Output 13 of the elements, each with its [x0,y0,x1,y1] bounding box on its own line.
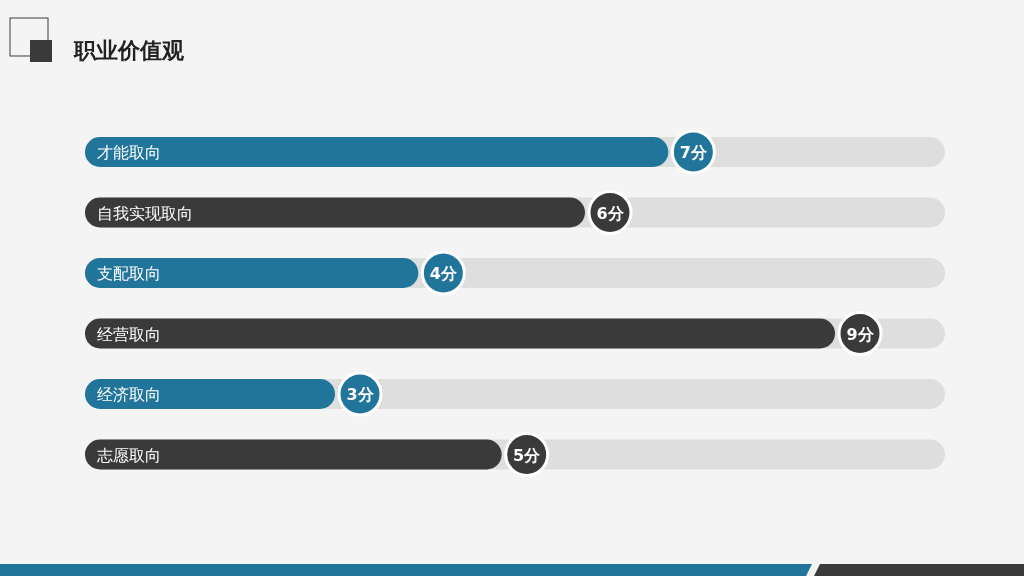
data-label: 4分 [429,264,458,283]
y-tick-label: 志愿取向 [97,445,161,465]
y-tick-label: 经济取向 [97,385,161,404]
y-tick-label: 支配取向 [97,264,161,283]
data-label: 7分 [679,143,708,162]
data-label: 3分 [346,385,375,404]
data-label: 5分 [513,445,542,465]
y-tick-label: 自我实现取向 [97,203,193,223]
y-tick-label: 经营取向 [97,324,161,344]
data-label: 9分 [846,324,875,344]
data-label: 6分 [596,203,625,223]
y-tick-label: 才能取向 [97,143,161,162]
chart-title: 职业价值观 [73,38,185,63]
